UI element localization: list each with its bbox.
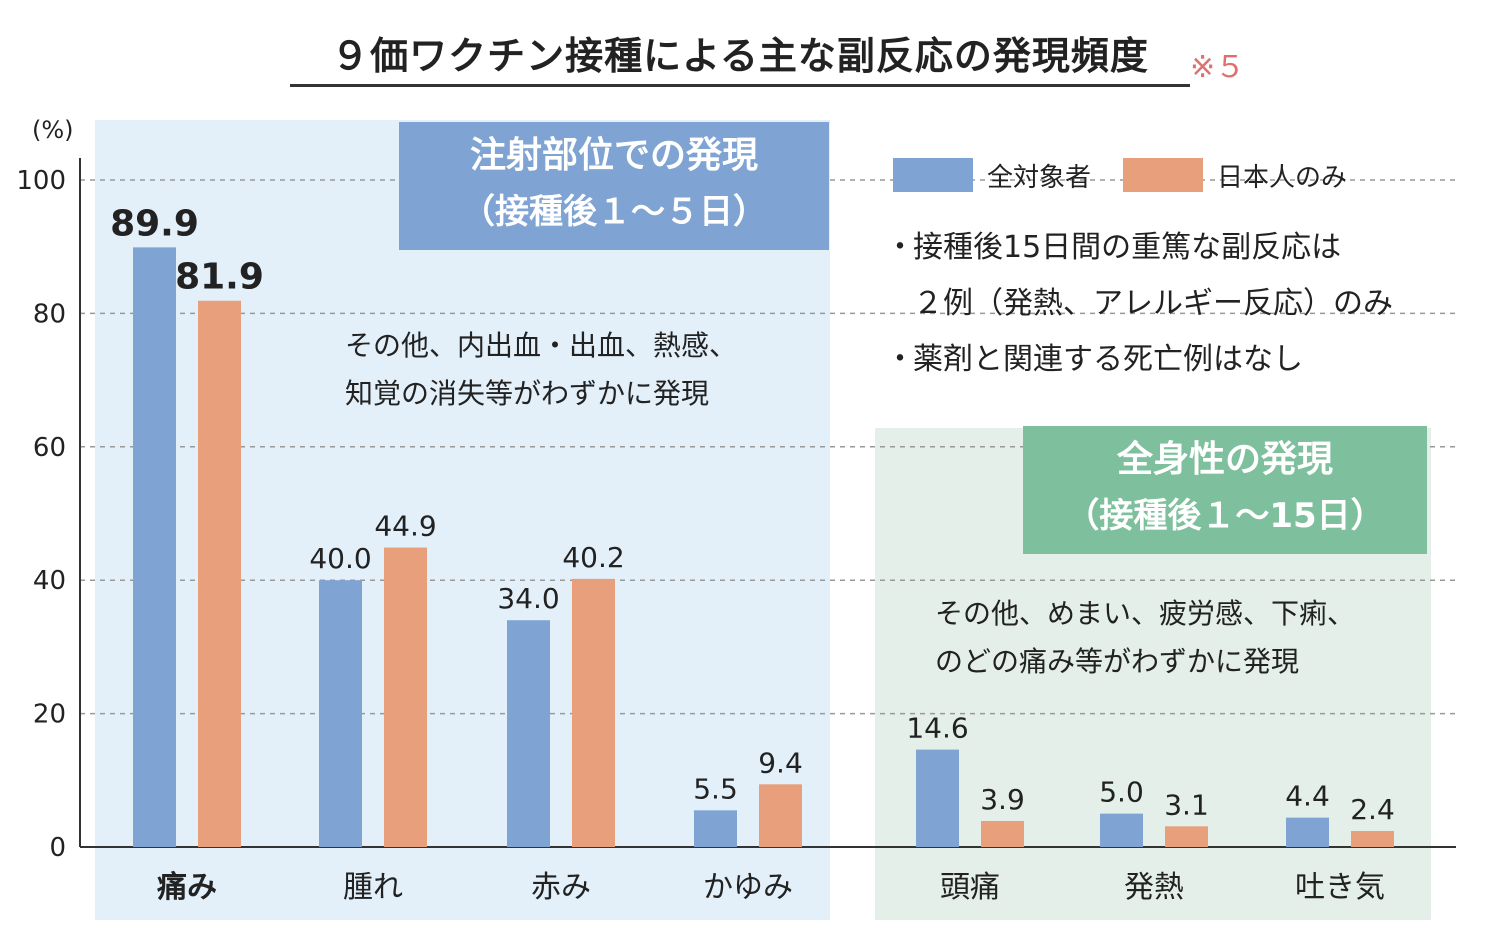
systemic-reaction-label: 全身性の発現 （接種後１～15日）: [1023, 426, 1427, 554]
local-reaction-title: 注射部位での発現: [469, 135, 758, 176]
bar-japanese-4: [981, 820, 1024, 847]
bar-japanese-3: [759, 784, 802, 847]
bar-japanese-6: [1351, 830, 1394, 847]
data-label: 40.2: [562, 541, 624, 574]
local-reaction-note: その他、内出血・出血、熱感、 知覚の消失等がわずかに発現: [345, 322, 737, 418]
data-label: 2.4: [1350, 793, 1395, 826]
systemic-reaction-period: （接種後１～15日）: [1065, 496, 1385, 536]
bar-all-3: [694, 810, 737, 847]
y-tick-label: 80: [33, 299, 66, 329]
legend-swatch-japanese: [1123, 158, 1204, 192]
y-tick-label: 60: [33, 433, 66, 463]
data-label: 4.4: [1285, 780, 1330, 813]
y-tick-label: 40: [33, 566, 66, 596]
local-reaction-label: 注射部位での発現 （接種後１～５日）: [399, 122, 829, 250]
systemic-note-line-1: その他、めまい、疲労感、下痢、: [935, 597, 1356, 630]
legend-label-all: 全対象者: [987, 162, 1092, 193]
x-axis-labels: 痛み 腫れ 赤み かゆみ 頭痛 発熱 吐き気: [157, 870, 1385, 905]
legend-label-japanese: 日本人のみ: [1217, 162, 1348, 193]
data-label: 3.9: [980, 783, 1025, 816]
summary-bullets: ・接種後15日間の重篤な副反応は ２例（発熱、アレルギー反応）のみ ・薬剤と関連…: [885, 220, 1393, 388]
legend-swatch-all: [893, 158, 973, 192]
bullet-item-1-continued: ２例（発熱、アレルギー反応）のみ: [885, 276, 1393, 332]
x-tick-label: 赤み: [531, 870, 591, 905]
systemic-reaction-note: その他、めまい、疲労感、下痢、 のどの痛み等がわずかに発現: [935, 590, 1355, 686]
bars: 89.9 81.9 40.044.9 34.040.2 5.5 9.4 14.6 3.9 5.0…: [110, 203, 1395, 847]
systemic-reaction-title: 全身性の発現: [1116, 439, 1333, 480]
x-tick-label: 発熱: [1124, 870, 1184, 905]
bar-all-0: [133, 247, 176, 847]
bullet-text-1: 接種後15日間の重篤な副反応は: [913, 230, 1342, 265]
bar-japanese-0: [198, 300, 241, 847]
legend: 全対象者 日本人のみ: [893, 157, 1379, 193]
data-label: 34.0: [497, 582, 559, 615]
local-note-line-1: その他、内出血・出血、熱感、: [345, 329, 738, 362]
x-tick-label: 痛み: [157, 870, 217, 905]
bar-all-1: [319, 580, 362, 847]
data-label: 89.9: [110, 203, 199, 244]
local-note-line-2: 知覚の消失等がわずかに発現: [345, 377, 710, 410]
bar-japanese-1: [384, 547, 427, 847]
title-footnote-ref: ※５: [1190, 50, 1246, 85]
legend-item-all: 全対象者: [893, 157, 1091, 194]
local-reaction-period: （接種後１～５日）: [461, 192, 767, 232]
legend-item-japanese: 日本人のみ: [1123, 157, 1347, 194]
bullet-text-2: 薬剤と関連する死亡例はなし: [913, 342, 1303, 377]
chart-title: ９価ワクチン接種による主な副反応の発現頻度: [290, 30, 1190, 87]
data-label: 14.6: [906, 712, 968, 745]
data-label: 81.9: [175, 257, 264, 298]
data-label: 5.0: [1099, 776, 1144, 809]
x-tick-label: 吐き気: [1295, 870, 1385, 905]
bullet-item-2: ・薬剤と関連する死亡例はなし: [885, 332, 1393, 388]
y-axis-unit: (%): [32, 116, 74, 144]
y-tick-label: 20: [33, 700, 66, 730]
bar-all-6: [1286, 817, 1329, 847]
bullet-text-1-continued: ２例（発熱、アレルギー反応）のみ: [913, 286, 1393, 321]
data-label: 44.9: [374, 510, 436, 543]
data-label: 3.1: [1164, 788, 1209, 821]
bar-all-4: [916, 749, 959, 847]
data-label: 40.0: [309, 542, 371, 575]
x-tick-label: 腫れ: [343, 870, 403, 905]
systemic-note-line-2: のどの痛み等がわずかに発現: [935, 645, 1300, 678]
y-tick-label: 0: [49, 833, 66, 863]
data-label: 5.5: [693, 772, 738, 805]
x-tick-label: 頭痛: [940, 870, 1000, 905]
x-tick-label: かゆみ: [703, 870, 793, 905]
bullet-mark: ・: [885, 230, 915, 265]
bullet-item-1: ・接種後15日間の重篤な副反応は: [885, 220, 1393, 276]
bar-all-5: [1100, 813, 1143, 847]
y-axis-ticks: 0 20 40 60 80 100: [16, 166, 66, 863]
bar-all-2: [507, 620, 550, 847]
data-label: 9.4: [758, 746, 803, 779]
y-tick-label: 100: [16, 166, 66, 196]
bullet-mark: ・: [885, 342, 915, 377]
bar-japanese-2: [572, 578, 615, 847]
bar-japanese-5: [1165, 826, 1208, 847]
